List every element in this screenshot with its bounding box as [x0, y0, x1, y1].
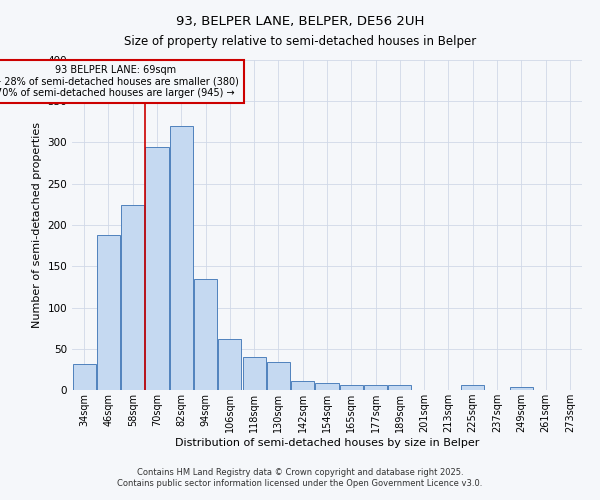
- Bar: [218, 339, 241, 390]
- Y-axis label: Number of semi-detached properties: Number of semi-detached properties: [32, 122, 42, 328]
- X-axis label: Distribution of semi-detached houses by size in Belper: Distribution of semi-detached houses by …: [175, 438, 479, 448]
- Bar: [145, 146, 169, 390]
- Bar: [194, 278, 217, 390]
- Bar: [510, 386, 533, 390]
- Bar: [291, 381, 314, 390]
- Text: 93, BELPER LANE, BELPER, DE56 2UH: 93, BELPER LANE, BELPER, DE56 2UH: [176, 15, 424, 28]
- Text: 93 BELPER LANE: 69sqm
← 28% of semi-detached houses are smaller (380)
70% of sem: 93 BELPER LANE: 69sqm ← 28% of semi-deta…: [0, 65, 239, 98]
- Bar: [170, 126, 193, 390]
- Bar: [316, 384, 338, 390]
- Text: Size of property relative to semi-detached houses in Belper: Size of property relative to semi-detach…: [124, 35, 476, 48]
- Bar: [97, 235, 120, 390]
- Bar: [242, 357, 266, 390]
- Bar: [364, 385, 387, 390]
- Bar: [267, 362, 290, 390]
- Bar: [73, 364, 95, 390]
- Bar: [388, 385, 412, 390]
- Bar: [461, 385, 484, 390]
- Text: Contains HM Land Registry data © Crown copyright and database right 2025.
Contai: Contains HM Land Registry data © Crown c…: [118, 468, 482, 487]
- Bar: [121, 205, 144, 390]
- Bar: [340, 385, 363, 390]
